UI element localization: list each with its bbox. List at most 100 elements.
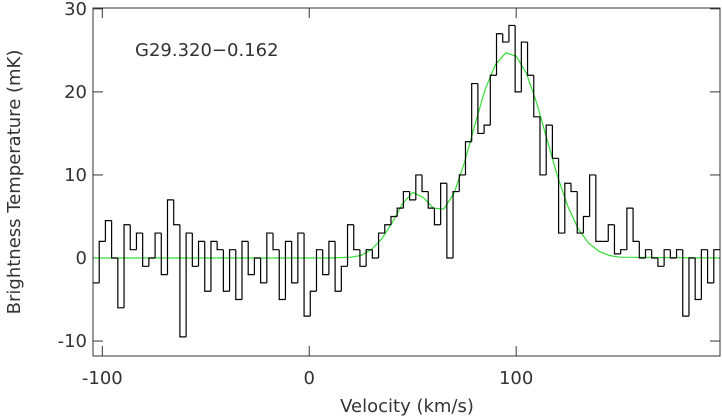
spectrum-step (365, 249, 373, 267)
spectrum-step (644, 249, 652, 258)
y-tick-label: -10 (58, 331, 87, 352)
spectrum-step (98, 240, 106, 283)
spectrum-step (682, 249, 689, 317)
spectrum-step (142, 233, 149, 267)
y-tick-label: 20 (64, 82, 87, 103)
spectrum-step (669, 249, 677, 259)
spectrum-step (111, 220, 118, 259)
spectrum-step (508, 24, 516, 43)
spectrum-step (570, 183, 578, 193)
x-tick-label: 0 (304, 368, 315, 389)
spectrum-step (291, 241, 298, 284)
spectrum-step (284, 240, 292, 300)
spectrum-step (551, 125, 559, 159)
spectrum-step (396, 207, 404, 217)
spectrum-step (154, 232, 162, 258)
spectrum-step (197, 240, 205, 267)
spectrum-step (520, 41, 528, 92)
spectrum-step (576, 191, 584, 234)
spectrum-step (495, 33, 503, 76)
spectrum-step (390, 215, 398, 225)
spectrum-step (557, 158, 565, 234)
spectrum-step (713, 249, 720, 283)
spectrum-step (483, 124, 491, 134)
spectrum-step (253, 257, 261, 275)
spectrum-step (489, 74, 497, 126)
spectrum-step (297, 232, 305, 283)
spectrum-step (272, 233, 280, 251)
spectrum-step (377, 232, 385, 258)
spectrum-step (458, 174, 466, 192)
plot-frame (92, 7, 721, 357)
spectrum-step (620, 249, 627, 254)
spectrum-step (427, 191, 435, 209)
spectrum-step (173, 199, 180, 226)
spectrum-step (216, 241, 224, 251)
spectrum-step (135, 232, 143, 250)
spectrum-step (371, 249, 379, 259)
spectrum-step (675, 249, 683, 258)
spectrum-step (402, 190, 410, 209)
spectrum-step (228, 249, 236, 292)
spectrum-step (247, 241, 255, 276)
y-tick-label: 0 (76, 248, 87, 269)
spectrum-step (346, 224, 354, 267)
spectrum-step (595, 174, 603, 242)
y-tick-label: 10 (64, 165, 87, 186)
spectrum-step (129, 224, 137, 251)
spectrum-step (564, 182, 572, 234)
spectrum-step (322, 249, 329, 276)
spectrum-step (607, 224, 615, 242)
spectrum-step (303, 233, 311, 317)
spectrum-step (222, 249, 230, 292)
spectrum-step (117, 257, 125, 309)
spectrum-step (464, 141, 472, 175)
spectrum-step (545, 124, 553, 175)
spectrum-step (185, 232, 193, 337)
y-tick-label: 30 (64, 0, 87, 20)
spectrum-step (471, 82, 478, 142)
spectrum-step (421, 174, 429, 193)
x-tick-label: -100 (82, 368, 123, 389)
spectrum-step (334, 241, 342, 292)
x-axis-label: Velocity (km/s) (340, 396, 474, 417)
spectrum-step (278, 249, 286, 301)
spectrum-step (210, 240, 218, 292)
spectrum-step (651, 249, 658, 259)
spectrum-step (160, 233, 168, 276)
spectrum-step (409, 191, 416, 201)
spectrum-step (166, 199, 174, 275)
spectrum-step (353, 224, 360, 251)
x-tick-label: 100 (499, 368, 533, 389)
spectrum-step (589, 174, 596, 217)
spectrum-step (502, 33, 509, 43)
spectrum-step (694, 257, 702, 301)
spectrum-step (260, 257, 267, 284)
spectrum-step (440, 182, 447, 225)
spectrum-step (204, 241, 211, 292)
spectrum-step (148, 257, 156, 267)
spectrum-step (328, 240, 336, 275)
spectrum-step (433, 208, 441, 226)
spectrum-step (235, 249, 242, 301)
annotation: G29.320−0.162 (135, 40, 279, 61)
spectrum-step (315, 249, 323, 292)
spectrum-step (179, 224, 187, 338)
spectrum-step (452, 190, 460, 258)
fit-line (94, 52, 719, 259)
spectrum-step (384, 224, 391, 234)
spectrum-step (539, 116, 547, 176)
spectrum-step (632, 208, 640, 242)
spectrum-step (526, 42, 534, 76)
spectrum-step (477, 83, 485, 135)
spectrum-step (688, 257, 696, 317)
spectrum-step (700, 249, 708, 300)
spectrum-step (663, 249, 671, 267)
spectrum-step (191, 233, 199, 267)
spectrum-step (638, 241, 646, 259)
spectrum-step (266, 232, 274, 283)
spectrum-step (514, 25, 522, 93)
spectrum-step (582, 215, 590, 234)
spectrum-step (657, 257, 665, 267)
